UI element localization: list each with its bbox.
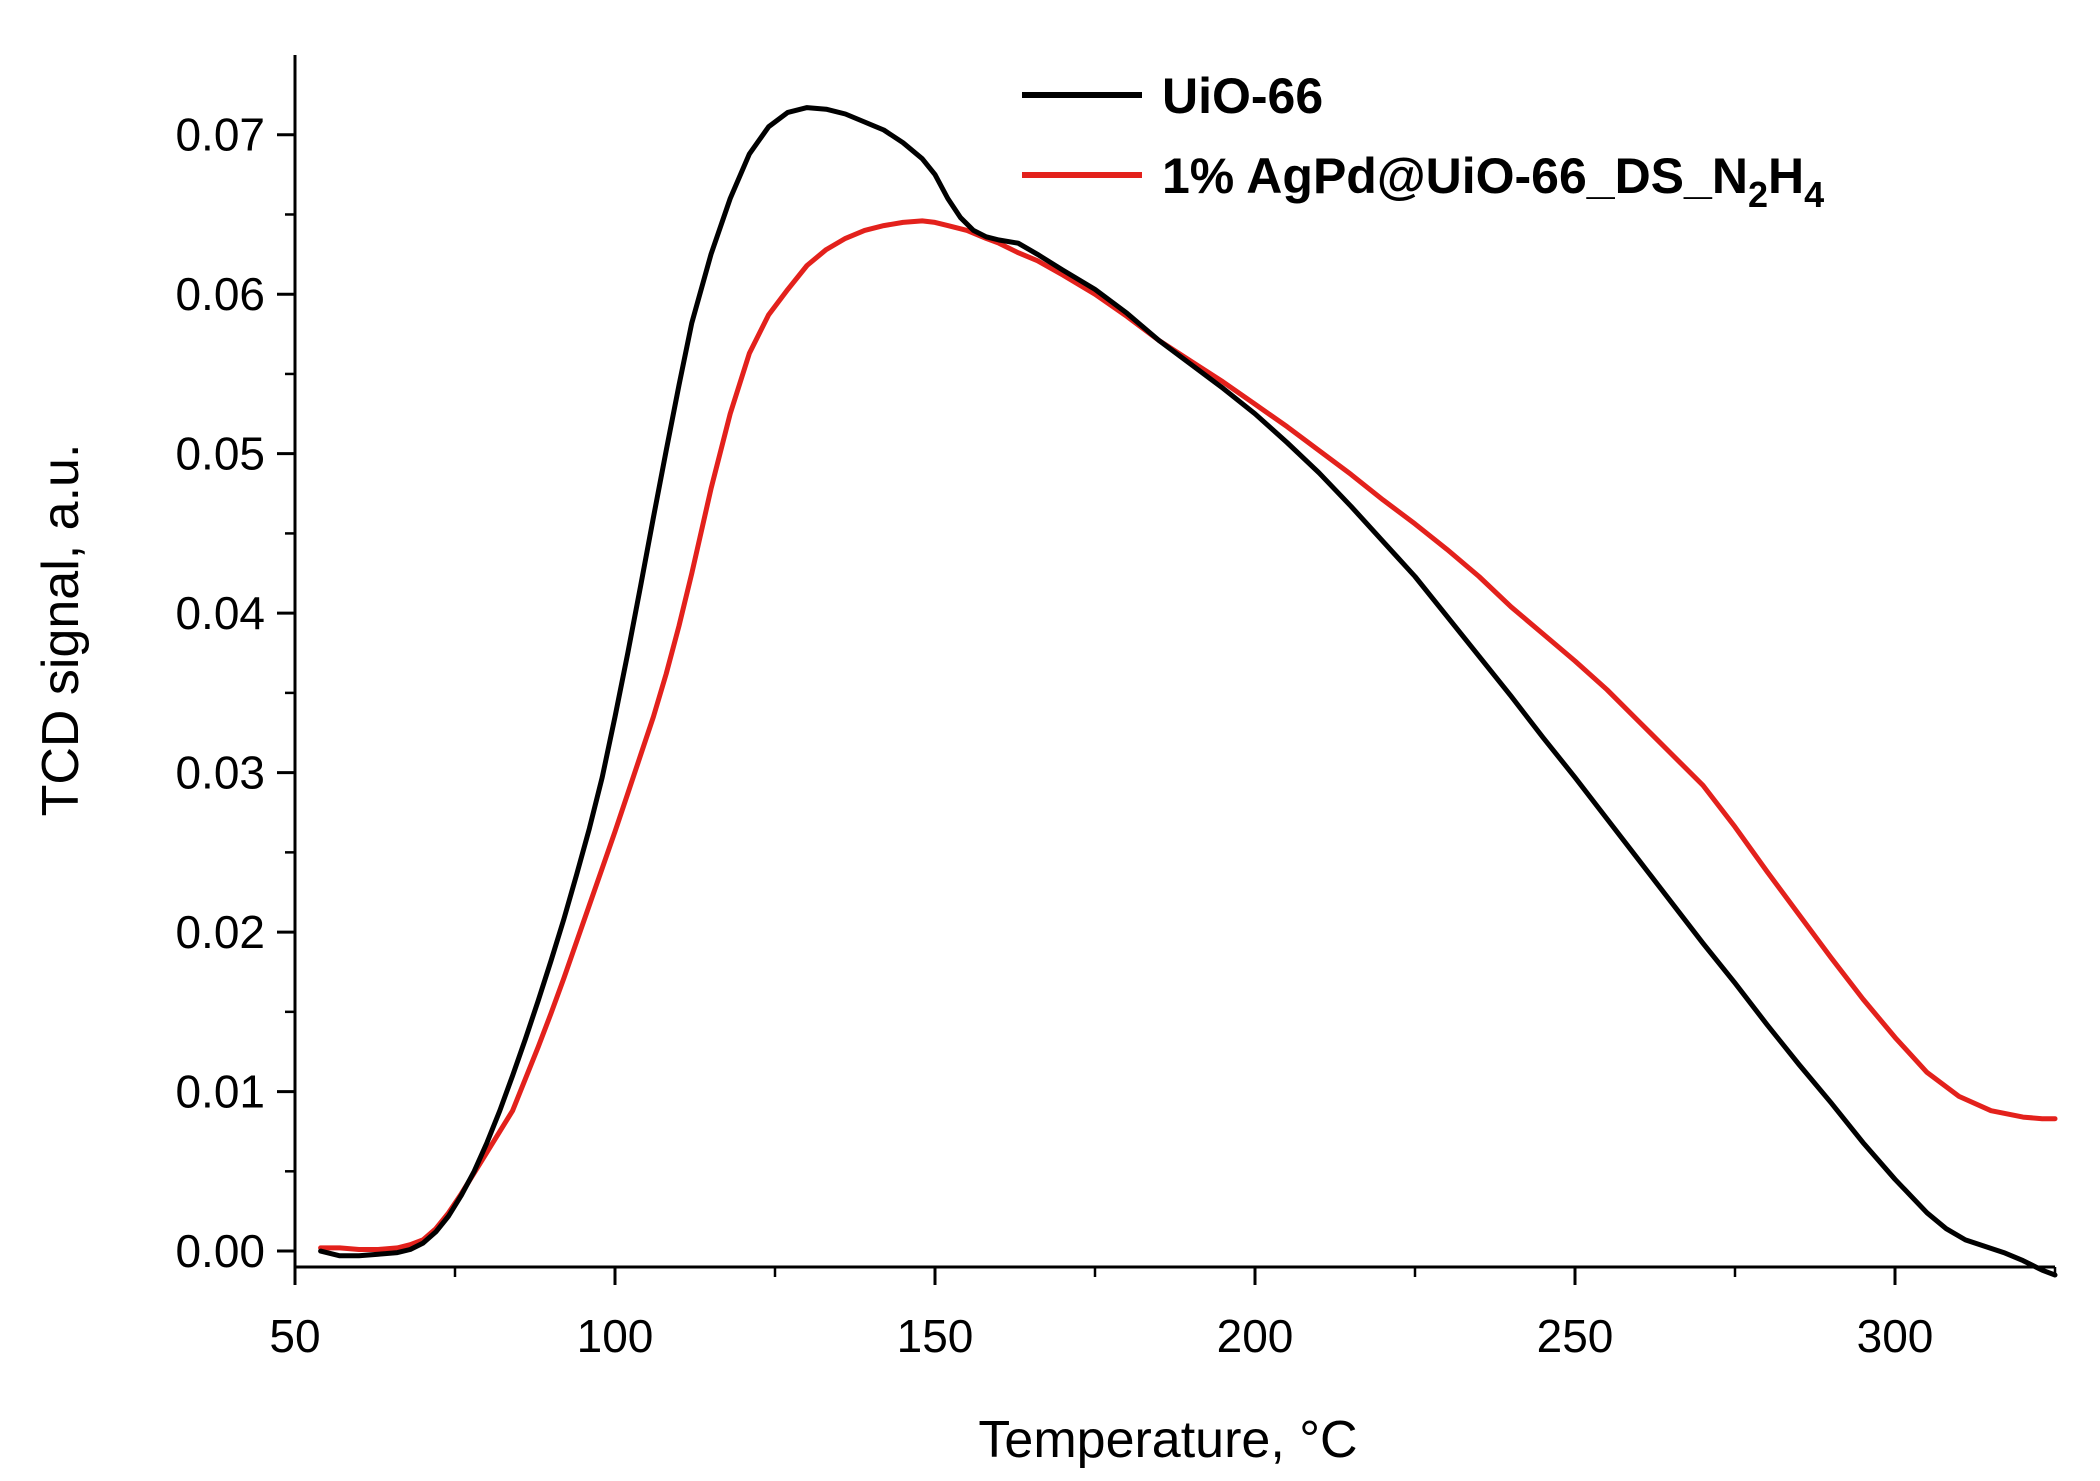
legend: UiO-66 1% AgPd@UiO-66_DS_N2H4 [1022,68,1824,215]
y-axis-title: TCD signal, a.u. [32,444,90,817]
legend-label-agpd-sub-4: 4 [1804,174,1824,215]
y-tick-label: 0.06 [175,268,265,320]
axes [293,55,2055,1269]
y-tick-label: 0.07 [175,109,265,161]
y-tick-label: 0.03 [175,747,265,799]
x-tick-label: 100 [577,1310,654,1362]
series-line-agpd-uio-66 [318,218,2058,1252]
legend-label-agpd-base: 1% AgPd@UiO-66_DS_N [1162,148,1748,204]
legend-label-agpd-uio-66: 1% AgPd@UiO-66_DS_N2H4 [1162,148,1824,215]
y-tick-label: 0.02 [175,906,265,958]
x-axis-title: Temperature, °C [978,1411,1357,1469]
y-tick-label: 0.05 [175,428,265,480]
y-tick-label: 0.04 [175,587,265,639]
x-tick-label: 200 [1217,1310,1294,1362]
y-tick-label: 0.00 [175,1225,265,1277]
plot-area [318,105,2058,1278]
legend-label-agpd-sub-2: 2 [1748,174,1768,215]
x-tick-label: 150 [897,1310,974,1362]
x-tick-label: 50 [269,1310,320,1362]
y-axis-ticks: 0.00 0.01 0.02 0.03 0.04 0.05 0.06 0.07 [175,109,295,1277]
legend-label-uio-66: UiO-66 [1162,68,1323,124]
legend-label-agpd-h: H [1768,148,1804,204]
x-axis-ticks: 50 100 150 200 250 300 [269,1267,2057,1362]
y-tick-label: 0.01 [175,1066,265,1118]
series-line-uio-66 [318,105,2058,1278]
x-tick-label: 300 [1857,1310,1934,1362]
x-tick-label: 250 [1537,1310,1614,1362]
